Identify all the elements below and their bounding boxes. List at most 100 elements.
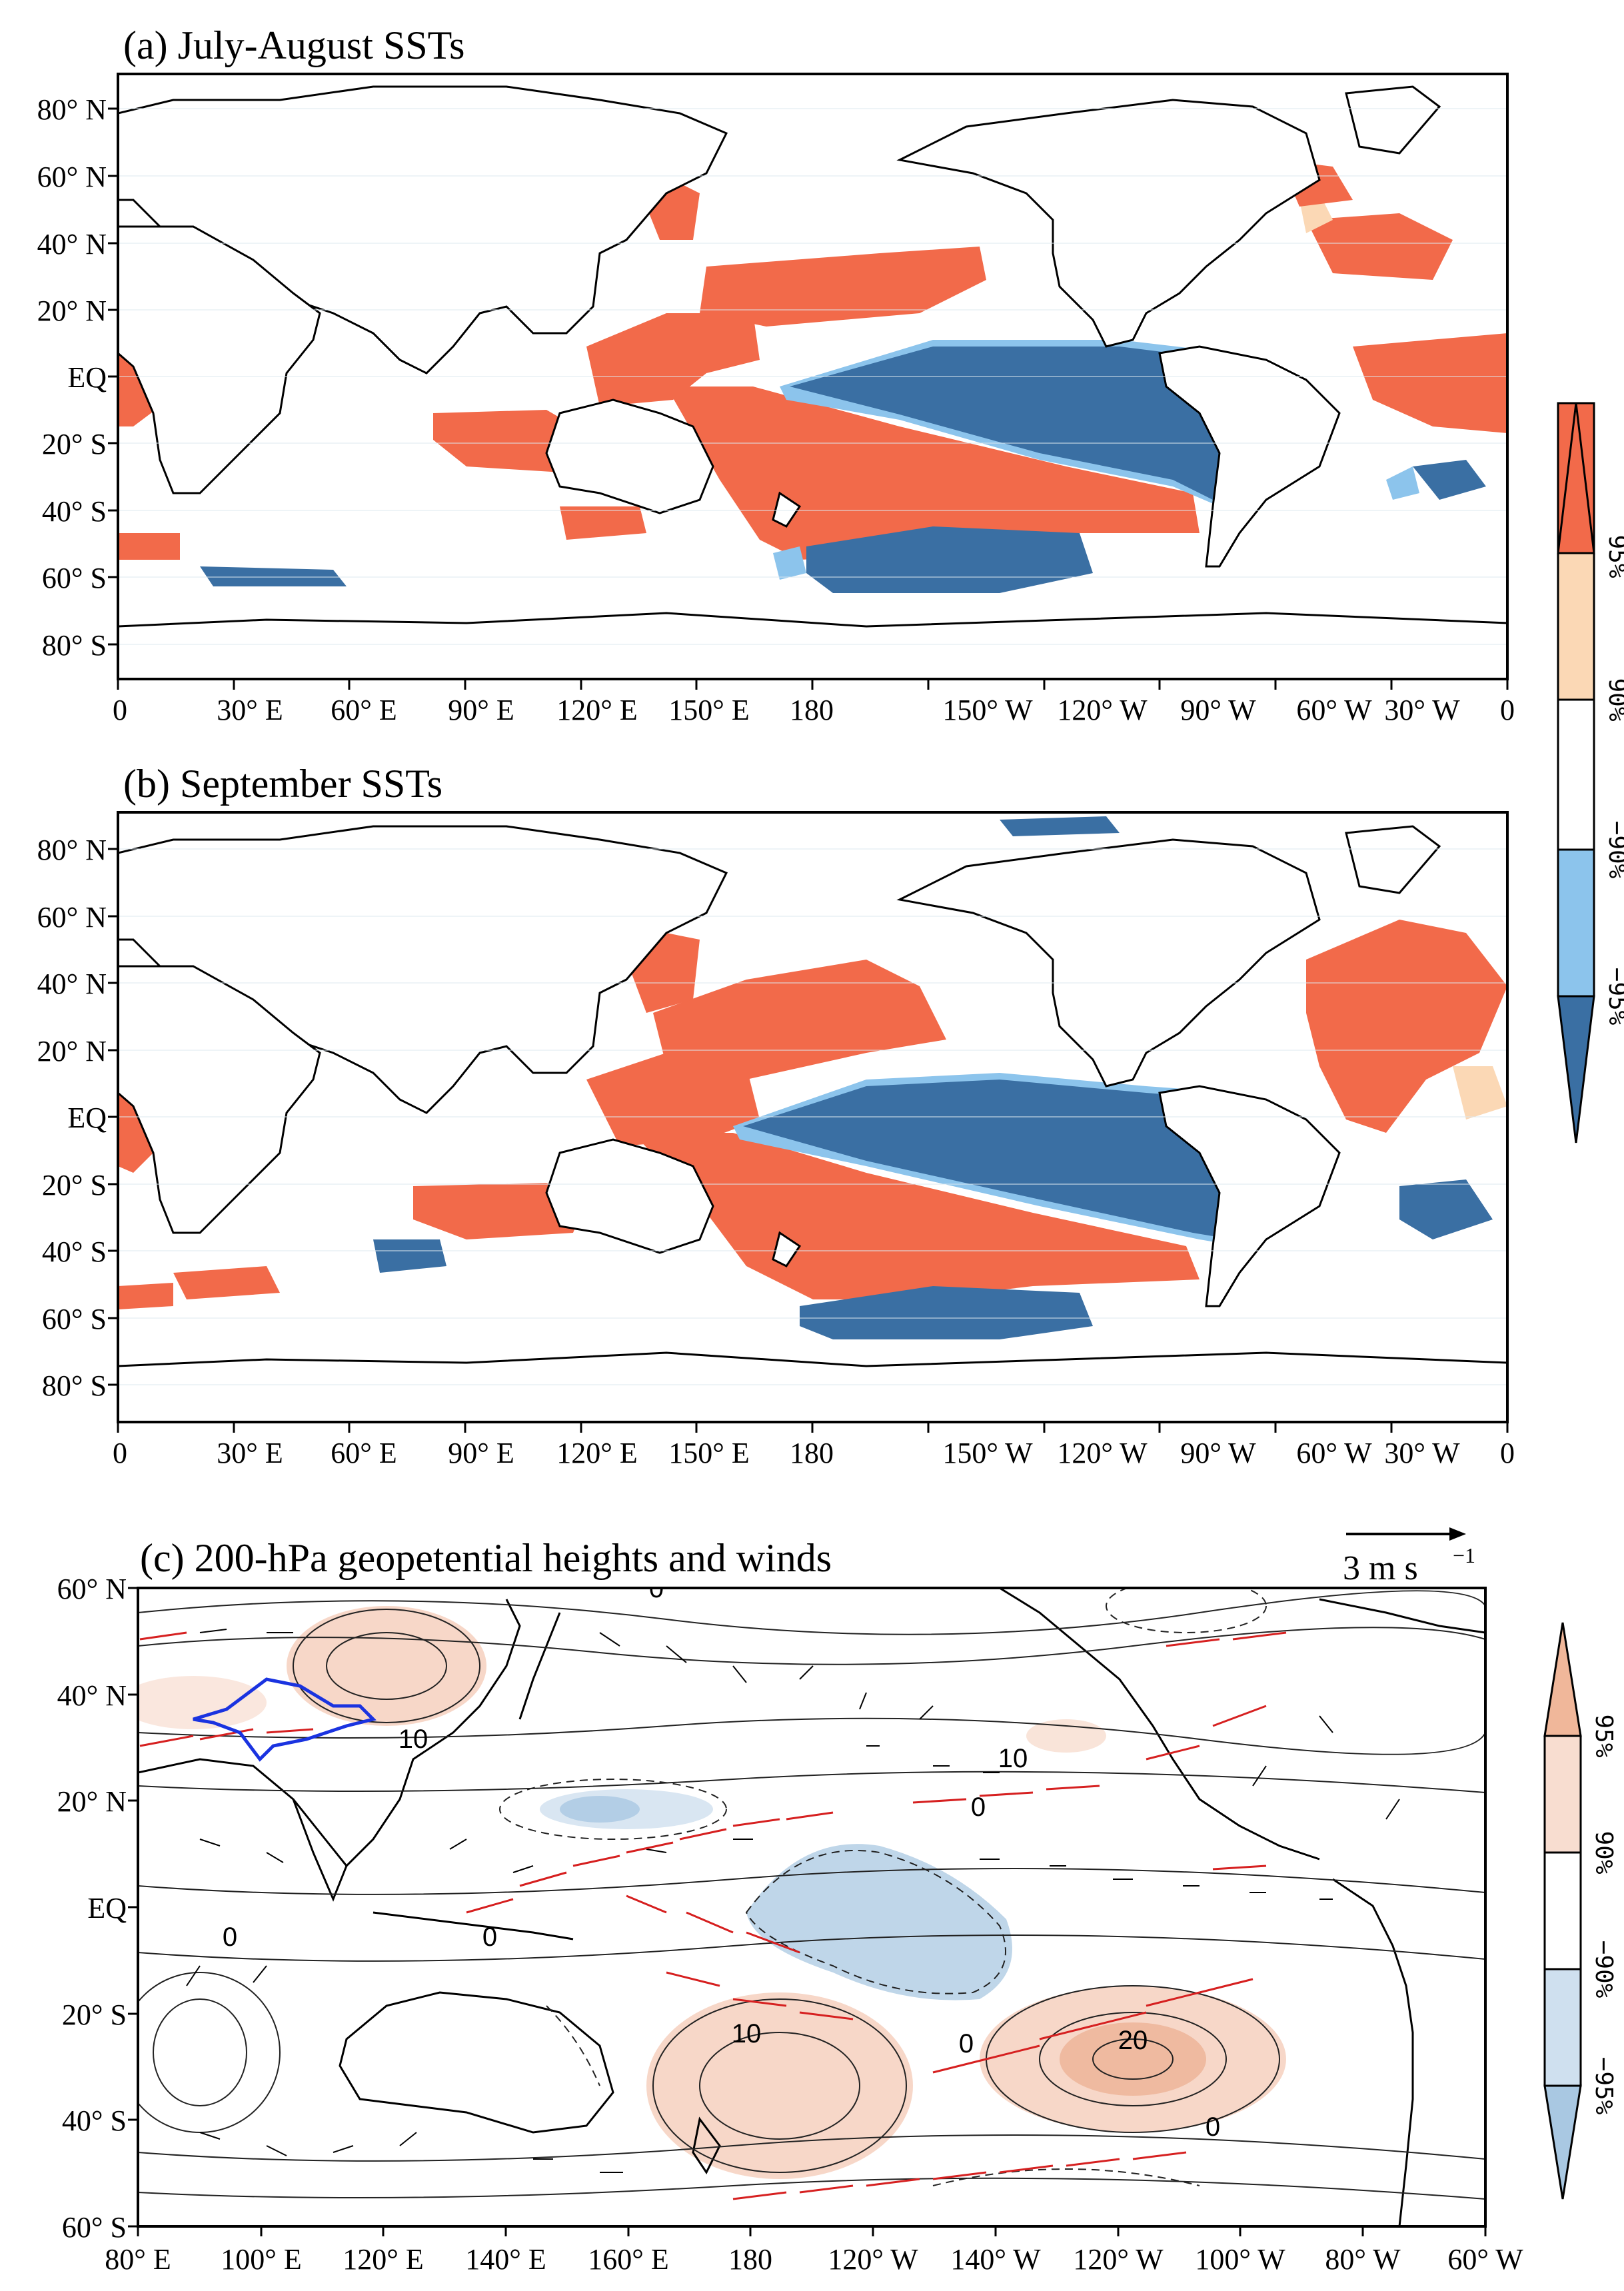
b-SIO-warm [173,1266,280,1299]
a-antarctica [118,612,1507,679]
c-low-subtrop-in [560,1796,640,1823]
panel-a: (a) July-August SSTs [37,23,1515,726]
b-xtick: 150° W [942,1437,1033,1469]
b-xtick: 60° E [331,1437,397,1469]
a-xtick: 60° E [331,694,397,726]
b-xtick: 150° E [668,1437,749,1469]
panel-a-title: (a) July-August SSTs [123,23,465,67]
a-NAtl-warm [1306,213,1453,280]
b-IO-warm [413,1183,586,1239]
panel-a-ticks [108,107,1509,690]
cb-peach [1557,552,1595,701]
panel-a-yaxis: 80° N 60° N 40° N 20° N EQ 20° S 40° S 6… [37,93,107,662]
a-eqPac-cold [790,347,1233,500]
a-nPac-warm [700,247,986,327]
panel-a-gridlines [118,108,1507,645]
panel-c-contour-labels: 0 10 10 0 0 0 10 0 20 0 [223,1588,1220,2142]
c-xtick: 100° W [1195,2243,1285,2276]
b-xtick: 30° W [1384,1437,1460,1469]
cb2-arrow-bottom [1543,2084,1582,2200]
b-xtick: 180 [790,1437,834,1469]
b-Arctic-cold [1000,816,1120,836]
reference-vector-label: 3 m s [1343,1549,1418,1587]
b-s-america [1158,1085,1341,1307]
a-ytick: 60° S [42,562,107,594]
b-wPac-warm [586,1053,760,1146]
a-ytick: 20° N [37,295,107,327]
a-SAtl-cold-edge [1386,466,1419,500]
panel-c-vectors [186,1629,1400,2173]
a-xtick: 180 [790,694,834,726]
a-africa [118,225,321,494]
c-high-sp-inner [1060,2022,1206,2096]
cb2-label-90: 90% [1590,1831,1617,1874]
panel-c: (c) 200-hPa geopetential heights and win… [57,1527,1523,2276]
b-NAtl-peach [1453,1066,1507,1120]
panel-c-shading [138,1606,1286,2179]
reference-vector-exponent: −1 [1453,1543,1475,1567]
cb-white [1557,698,1595,851]
cb-lightblue [1557,848,1595,998]
c-xtick: 140° E [465,2243,546,2276]
b-ytick: 60° S [42,1303,107,1335]
contour-label: 10 [998,1744,1028,1773]
contour-label: 10 [399,1725,428,1754]
colorbar-sst: 95% 90% −90% −95% [1557,402,1624,1144]
panel-c-title: (c) 200-hPa geopetential heights and win… [140,1536,832,1580]
c-xtick: 80° E [105,2243,171,2276]
cb-arrow-bottom [1557,995,1595,1144]
panel-b-coastlines [118,825,1507,1422]
b-SO-cold [800,1286,1093,1339]
c-namerica-east [1319,1598,1485,1634]
cb-label-90: 90% [1603,678,1624,721]
c-namerica [999,1588,1320,1861]
b-ytick: 40° S [42,1235,107,1268]
panel-b-gridlines [118,848,1507,1385]
a-xtick: 90° W [1180,694,1256,726]
c-xtick: 120° W [828,2243,918,2276]
b-n-america [896,838,1321,1088]
b-nPac-warm [653,960,946,1080]
panel-b: (b) September SSTs [37,762,1515,1469]
c-asia [138,1599,521,1868]
panel-b-yaxis: 80° N 60° N 40° N 20° N EQ 20° S 40° S 6… [37,834,107,1402]
c-ytick: 40° N [57,1679,127,1712]
panel-c-xaxis: 80° E 100° E 120° E 140° E 160° E 180 12… [105,2243,1523,2276]
a-ytick: 60° N [37,161,107,193]
c-xtick: 80° W [1325,2243,1401,2276]
a-ytick: 80° S [42,629,107,662]
cb-label-95: 95% [1603,534,1624,578]
c-nz [692,2116,721,2174]
contour-label: 10 [732,2019,762,2048]
panel-b-title: (b) September SSTs [123,762,442,806]
a-SAtl-cold [1413,460,1486,500]
c-indonesia [373,1911,574,1940]
panel-c-dashed [499,1588,1267,2186]
c-ytick: 20° S [62,1998,127,2031]
c-xtick: 180 [728,2243,772,2276]
contour-label: 0 [971,1793,986,1822]
b-ytick: 20° S [42,1169,107,1201]
b-greenland [1345,825,1441,894]
b-SATl-warm [118,1283,173,1309]
a-xtick: 30° W [1384,694,1460,726]
panel-c-coastlines [138,1588,1485,2226]
b-xtick: 90° E [448,1437,514,1469]
a-nz [772,491,802,528]
c-samerica [1332,1878,1414,2226]
c-ytick: 40° S [62,2104,127,2137]
reference-vector: 3 m s −1 [1343,1527,1475,1587]
contour-label: 0 [223,1922,237,1952]
c-ytick: 20° N [57,1785,127,1818]
panel-b-ticks [108,848,1509,1433]
c-low-cp [746,1844,1012,2000]
cb-label-m90: −90% [1603,821,1624,879]
c-xtick: 120° W [1073,2243,1164,2276]
a-ytick: 80° N [37,93,107,126]
b-xtick: 0 [1500,1437,1515,1469]
b-xtick: 120° E [556,1437,637,1469]
c-xtick: 160° E [588,2243,668,2276]
a-SWAtl-warm [118,533,180,560]
b-xtick: 120° W [1057,1437,1148,1469]
c-blue-track [193,1677,377,1762]
